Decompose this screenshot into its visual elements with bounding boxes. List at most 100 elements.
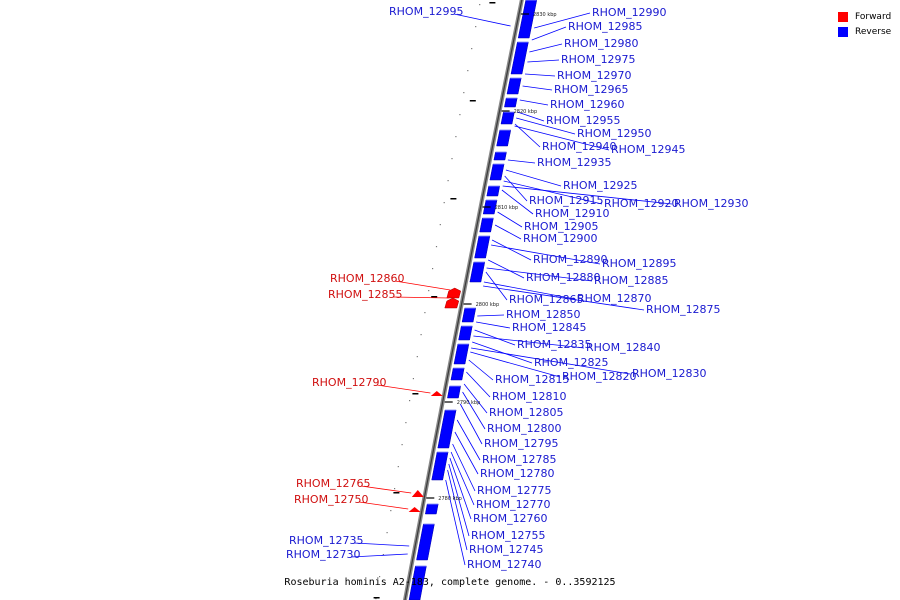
gene-block-reverse[interactable]: [474, 235, 491, 259]
gene-label[interactable]: RHOM_12885: [594, 274, 669, 287]
gene-block-reverse[interactable]: [500, 111, 515, 125]
gene-label[interactable]: RHOM_12860: [330, 272, 405, 285]
gene-label[interactable]: RHOM_12835: [517, 338, 592, 351]
gene-label[interactable]: RHOM_12955: [546, 114, 621, 127]
gene-label[interactable]: RHOM_12830: [632, 367, 707, 380]
gene-label[interactable]: RHOM_12950: [577, 127, 652, 140]
gene-label[interactable]: RHOM_12940: [542, 140, 617, 153]
gene-label[interactable]: RHOM_12840: [586, 341, 661, 354]
gene-label[interactable]: RHOM_12800: [487, 422, 562, 435]
gene-label[interactable]: RHOM_12925: [563, 179, 638, 192]
gene-block-forward[interactable]: [444, 297, 460, 309]
gene-label[interactable]: RHOM_12935: [537, 156, 612, 169]
gene-block-reverse[interactable]: [458, 325, 473, 341]
gene-label[interactable]: RHOM_12805: [489, 406, 564, 419]
legend-reverse[interactable]: Reverse: [838, 24, 891, 39]
gene-label[interactable]: RHOM_12750: [294, 493, 369, 506]
gene-block-reverse[interactable]: [450, 367, 465, 381]
gene-label[interactable]: RHOM_12910: [535, 207, 610, 220]
gene-label[interactable]: RHOM_12960: [550, 98, 625, 111]
gene-label[interactable]: RHOM_12875: [646, 303, 721, 316]
gene-label[interactable]: RHOM_12865: [509, 293, 584, 306]
gene-label[interactable]: RHOM_12970: [557, 69, 632, 82]
gene-label[interactable]: RHOM_12985: [568, 20, 643, 33]
gene-label[interactable]: RHOM_12965: [554, 83, 629, 96]
gene-label[interactable]: RHOM_12765: [296, 477, 371, 490]
backbone-core: [404, 0, 523, 600]
gene-label[interactable]: RHOM_12790: [312, 376, 387, 389]
gene-label[interactable]: RHOM_12760: [473, 512, 548, 525]
gene-label[interactable]: RHOM_12990: [592, 6, 667, 19]
track-dot: [459, 114, 461, 116]
gene-label[interactable]: RHOM_12900: [523, 232, 598, 245]
track-dot: [435, 246, 438, 248]
gene-label[interactable]: RHOM_12905: [524, 220, 599, 233]
track-dot: [386, 532, 388, 534]
gene-label[interactable]: RHOM_12820: [562, 370, 637, 383]
track-dash: [489, 2, 496, 4]
leader-line: [503, 180, 603, 205]
gene-block-forward[interactable]: [408, 507, 421, 512]
gene-label[interactable]: RHOM_12980: [564, 37, 639, 50]
gene-label[interactable]: RHOM_12995: [389, 5, 464, 18]
gene-block-forward[interactable]: [430, 391, 443, 396]
gene-label[interactable]: RHOM_12730: [286, 548, 361, 561]
gene-label[interactable]: RHOM_12920: [604, 197, 679, 210]
gene-block-reverse[interactable]: [447, 385, 462, 399]
gene-label[interactable]: RHOM_12825: [534, 356, 609, 369]
leader-line: [452, 443, 476, 492]
gene-label[interactable]: RHOM_12845: [512, 321, 587, 334]
gene-label[interactable]: RHOM_12895: [602, 257, 677, 270]
leader-line: [473, 335, 585, 349]
gene-block-reverse[interactable]: [504, 97, 518, 108]
gene-label[interactable]: RHOM_12740: [467, 558, 542, 571]
gene-label[interactable]: RHOM_12915: [529, 194, 604, 207]
track-dot: [467, 70, 469, 72]
gene-label[interactable]: RHOM_12755: [471, 529, 546, 542]
gene-block-reverse[interactable]: [424, 503, 439, 515]
leader-line: [463, 383, 488, 414]
gene-label[interactable]: RHOM_12775: [477, 484, 552, 497]
gene-label[interactable]: RHOM_12890: [533, 253, 608, 266]
leader-line: [360, 485, 412, 494]
gene-block-forward[interactable]: [411, 490, 424, 497]
gene-label[interactable]: RHOM_12745: [469, 543, 544, 556]
gene-block-reverse[interactable]: [496, 129, 512, 147]
leader-line: [531, 26, 567, 41]
gene-label[interactable]: RHOM_12975: [561, 53, 636, 66]
gene-label[interactable]: RHOM_12780: [480, 467, 555, 480]
gene-label[interactable]: RHOM_12880: [526, 271, 601, 284]
gene-label[interactable]: RHOM_12815: [495, 373, 570, 386]
leader-line: [476, 321, 511, 329]
track-dot: [471, 48, 473, 50]
leader-line: [491, 239, 532, 261]
track-dot: [390, 510, 392, 512]
legend-forward[interactable]: Forward: [838, 9, 891, 24]
gene-label[interactable]: RHOM_12855: [328, 288, 403, 301]
gene-label[interactable]: RHOM_12930: [674, 197, 749, 210]
gene-label[interactable]: RHOM_12850: [506, 308, 581, 321]
gene-label[interactable]: RHOM_12810: [492, 390, 567, 403]
gene-block-reverse[interactable]: [493, 151, 507, 161]
leader-line: [477, 314, 505, 317]
gene-block-reverse[interactable]: [461, 307, 477, 323]
gene-label[interactable]: RHOM_12945: [611, 143, 686, 156]
gene-block-reverse[interactable]: [489, 163, 505, 181]
track-dot: [382, 554, 384, 556]
leader-line: [462, 391, 486, 430]
gene-label[interactable]: RHOM_12870: [577, 292, 652, 305]
leader-line: [522, 85, 553, 91]
gene-block-reverse[interactable]: [486, 185, 501, 197]
gene-label[interactable]: RHOM_12785: [482, 453, 557, 466]
gene-label[interactable]: RHOM_12770: [476, 498, 551, 511]
gene-block-reverse[interactable]: [479, 217, 494, 233]
gene-label[interactable]: RHOM_12795: [484, 437, 559, 450]
gene-block-reverse[interactable]: [453, 343, 470, 365]
leader-line: [468, 359, 494, 381]
leader-line: [485, 271, 508, 301]
gene-block-reverse[interactable]: [469, 261, 486, 283]
gene-label[interactable]: RHOM_12735: [289, 534, 364, 547]
gene-block-forward[interactable]: [446, 287, 461, 299]
gene-block-reverse[interactable]: [506, 77, 522, 95]
gene-block-reverse[interactable]: [517, 0, 538, 39]
